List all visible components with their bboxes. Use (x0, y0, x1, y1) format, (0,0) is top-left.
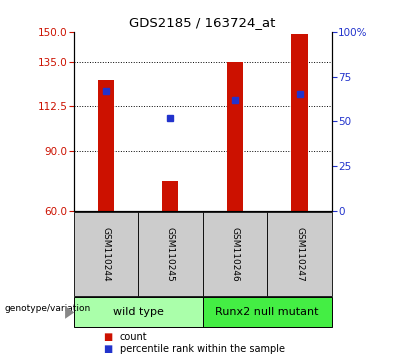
Bar (291, 34, 307, 211)
Title: GDS2185 / 163724_at: GDS2185 / 163724_at (129, 16, 276, 29)
Text: GSM110246: GSM110246 (231, 227, 239, 281)
Text: genotype/variation: genotype/variation (4, 304, 90, 313)
Text: count: count (120, 332, 147, 342)
Text: GSM110247: GSM110247 (295, 227, 304, 281)
Text: ■: ■ (103, 332, 112, 342)
Text: GSM110244: GSM110244 (101, 227, 110, 281)
Text: Runx2 null mutant: Runx2 null mutant (215, 307, 319, 318)
Text: wild type: wild type (113, 307, 163, 318)
Text: percentile rank within the sample: percentile rank within the sample (120, 344, 285, 354)
Bar (98, 80, 114, 211)
Text: ■: ■ (103, 344, 112, 354)
Bar (162, 181, 178, 211)
Bar (227, 62, 243, 211)
Text: GSM110245: GSM110245 (166, 227, 175, 281)
